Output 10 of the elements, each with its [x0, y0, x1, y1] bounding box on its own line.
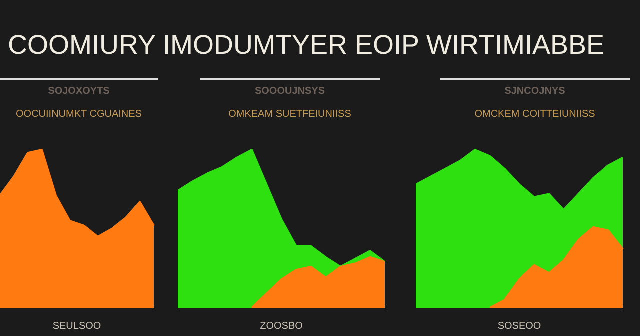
chart-title: SJNCOJNYS — [504, 86, 566, 97]
x-axis-title: SEULSOO — [52, 320, 102, 332]
x-axis-title: SOSEOO — [498, 320, 542, 332]
text: COOMIURY IMODUMTYER EOIP WIRTIMIABBE — [8, 30, 605, 61]
chart-subtitle: OMCKEM COITTEIUNIISS — [474, 109, 596, 120]
chart-title: SOOOUJNSYS — [254, 86, 326, 97]
chart-title: SOJOXOYTS — [47, 86, 111, 97]
chart-subtitle: OOCUIINUMKT CGUAINES — [15, 109, 143, 120]
x-axis-title: ZOOSBO — [260, 320, 304, 332]
chart-subtitle: OMKEAM SUETFEIUNIISS — [228, 109, 352, 120]
